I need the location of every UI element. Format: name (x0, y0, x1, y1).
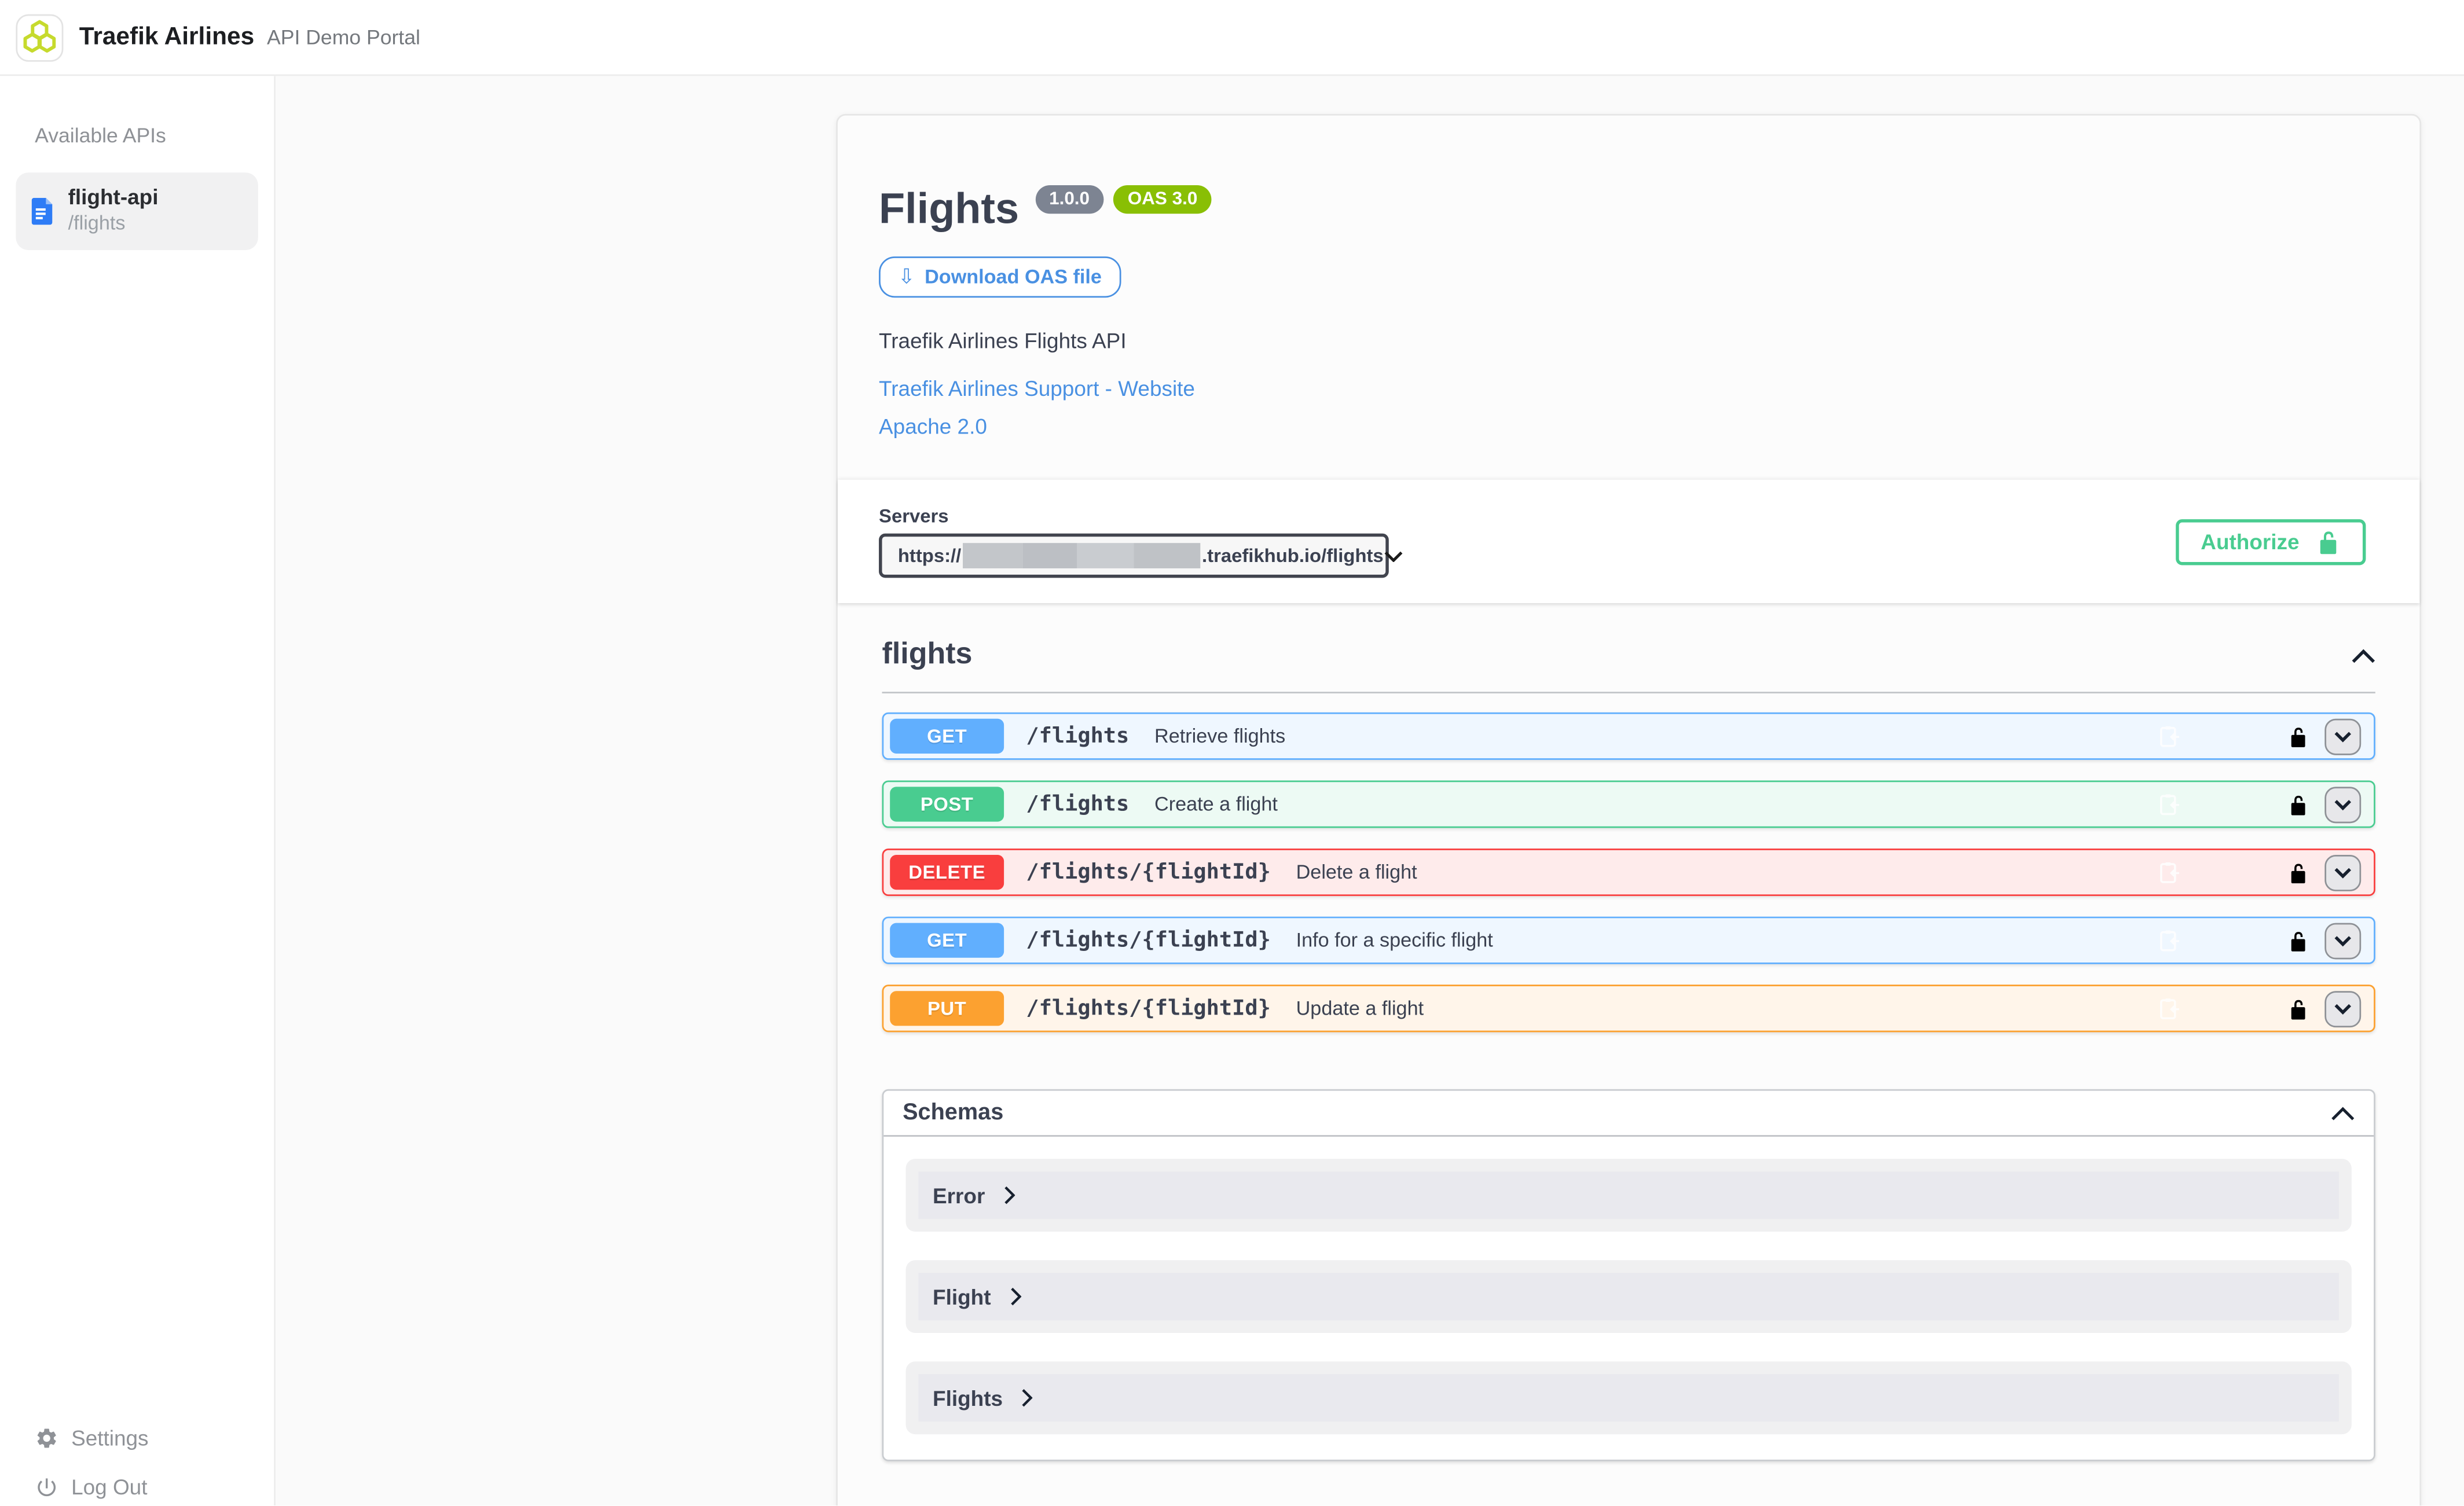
method-badge: GET (890, 718, 1004, 754)
chevron-right-icon (1022, 1389, 1033, 1408)
api-description: Traefik Airlines Flights API (879, 329, 1127, 353)
settings-button[interactable]: Settings (35, 1426, 149, 1450)
lock-icon[interactable] (2288, 998, 2309, 1019)
schema-model-toggle[interactable]: Error (918, 1171, 2339, 1220)
schema-model-name: Error (933, 1183, 985, 1207)
schema-model-flight: Flight (905, 1260, 2352, 1334)
brand-title: Traefik Airlines (79, 23, 255, 50)
method-badge: PUT (890, 991, 1004, 1026)
server-url-redacted (963, 543, 1201, 568)
schema-model-toggle[interactable]: Flight (918, 1273, 2339, 1321)
chevron-up-icon (2352, 648, 2375, 662)
chevron-down-icon (1384, 550, 1403, 561)
opblock-put-flight[interactable]: PUT /flights/{flightId} Update a flight (882, 985, 2375, 1033)
download-oas-button[interactable]: ⇩ Download OAS file (879, 256, 1121, 298)
authorize-label: Authorize (2201, 529, 2300, 553)
opblock-post-flights[interactable]: POST /flights Create a flight (882, 780, 2375, 828)
chevron-up-icon (2331, 1106, 2355, 1120)
chevron-right-icon (1004, 1186, 1015, 1205)
schemas-title: Schemas (903, 1100, 1004, 1126)
logout-button[interactable]: Log Out (35, 1475, 148, 1499)
oas-badge: OAS 3.0 (1113, 184, 1212, 213)
schema-model-error: Error (905, 1159, 2352, 1232)
lock-icon[interactable] (2288, 930, 2309, 951)
schema-model-name: Flights (933, 1386, 1003, 1410)
support-link[interactable]: Traefik Airlines Support - Website (879, 376, 1195, 401)
expand-operation-button[interactable] (2324, 922, 2362, 959)
op-path: /flights (1026, 723, 1130, 749)
op-summary: Update a flight (1296, 997, 1424, 1020)
api-item-path: /flights (68, 212, 126, 234)
opblock-get-flights[interactable]: GET /flights Retrieve flights (882, 712, 2375, 760)
server-url: https:// .traefikhub.io/flights (898, 543, 1384, 568)
op-summary: Info for a specific flight (1296, 929, 1493, 952)
gear-icon (37, 1428, 56, 1448)
authorize-button[interactable]: Authorize (2175, 518, 2366, 565)
op-path: /flights (1026, 791, 1130, 817)
lock-icon[interactable] (2288, 726, 2309, 747)
servers-label: Servers (879, 505, 949, 527)
scheme-container: Servers https:// .traefikhub.io/flights (837, 479, 2420, 604)
copy-to-clipboard-icon[interactable] (2158, 724, 2180, 748)
op-path: /flights/{flightId} (1026, 859, 1271, 885)
expand-operation-button[interactable] (2324, 854, 2362, 891)
download-arrow-icon: ⇩ (897, 264, 915, 288)
settings-label: Settings (71, 1426, 149, 1450)
schemas-header[interactable]: Schemas (883, 1091, 2374, 1137)
tag-header-flights[interactable]: flights (882, 638, 2375, 694)
download-label: Download OAS file (925, 266, 1102, 288)
op-path: /flights/{flightId} (1026, 996, 1271, 1022)
schema-model-flights: Flights (905, 1361, 2352, 1435)
expand-operation-button[interactable] (2324, 718, 2362, 755)
power-icon (38, 1478, 56, 1497)
logout-label: Log Out (71, 1475, 148, 1500)
schema-model-toggle[interactable]: Flights (918, 1374, 2339, 1422)
method-badge: GET (890, 923, 1004, 958)
expand-operation-button[interactable] (2324, 990, 2362, 1027)
api-title: Flights (879, 185, 1020, 233)
version-badge: 1.0.0 (1035, 184, 1104, 213)
op-summary: Create a flight (1154, 793, 1278, 816)
top-bar: Traefik Airlines API Demo Portal (0, 0, 2464, 76)
document-icon (31, 197, 53, 225)
unlock-icon (2320, 530, 2337, 553)
chevron-right-icon (1010, 1287, 1021, 1306)
copy-to-clipboard-icon[interactable] (2158, 928, 2180, 952)
license-link[interactable]: Apache 2.0 (879, 414, 987, 439)
schemas-panel: Schemas Error (882, 1089, 2375, 1461)
sidebar-item-flight-api[interactable]: flight-api /flights (16, 172, 258, 249)
lock-icon[interactable] (2288, 862, 2309, 883)
op-path: /flights/{flightId} (1026, 927, 1271, 953)
api-item-name: flight-api (68, 185, 159, 210)
main-area: Flights 1.0.0 OAS 3.0 ⇩ Download OAS fil… (275, 76, 2464, 1506)
server-select[interactable]: https:// .traefikhub.io/flights (879, 533, 1402, 578)
op-summary: Delete a flight (1296, 861, 1417, 884)
sidebar: Available APIs flight-api /flights (0, 76, 276, 1506)
api-doc-card: Flights 1.0.0 OAS 3.0 ⇩ Download OAS fil… (836, 113, 2422, 1506)
lock-icon[interactable] (2288, 794, 2309, 815)
copy-to-clipboard-icon[interactable] (2158, 792, 2180, 816)
expand-operation-button[interactable] (2324, 786, 2362, 822)
opblock-get-flight-by-id[interactable]: GET /flights/{flightId} Info for a speci… (882, 916, 2375, 964)
tag-name: flights (882, 638, 973, 671)
copy-to-clipboard-icon[interactable] (2158, 997, 2180, 1020)
schema-model-name: Flight (933, 1284, 991, 1309)
hexagons-logo-icon (23, 19, 56, 52)
sidebar-section-title: Available APIs (35, 123, 166, 148)
brand-logo (16, 13, 64, 61)
method-badge: DELETE (890, 855, 1004, 890)
method-badge: POST (890, 787, 1004, 822)
op-summary: Retrieve flights (1154, 725, 1286, 748)
api-info: Flights 1.0.0 OAS 3.0 ⇩ Download OAS fil… (838, 116, 2419, 439)
opblock-delete-flight[interactable]: DELETE /flights/{flightId} Delete a flig… (882, 848, 2375, 897)
copy-to-clipboard-icon[interactable] (2158, 861, 2180, 884)
brand-subtitle: API Demo Portal (267, 25, 420, 49)
operations-list: GET /flights Retrieve flights (882, 712, 2375, 1033)
